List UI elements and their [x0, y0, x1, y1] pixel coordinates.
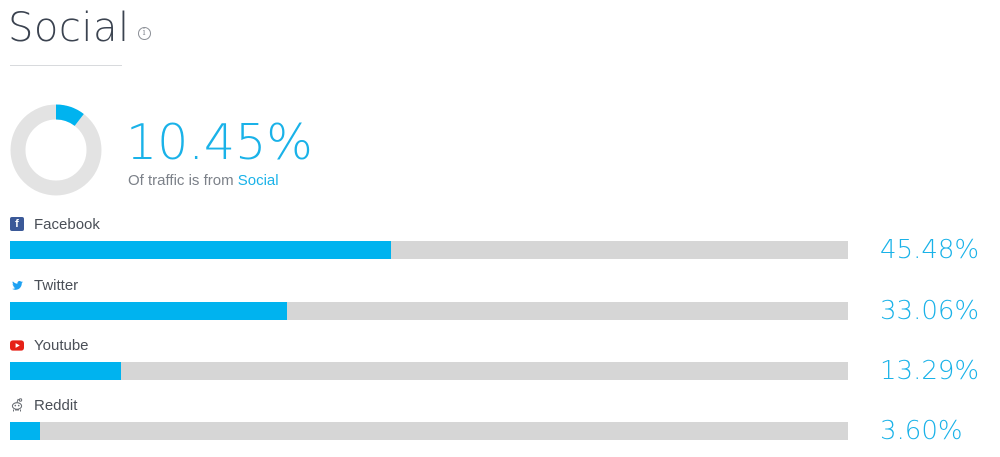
channel-percent: 45.48% — [880, 235, 980, 265]
facebook-icon: f — [10, 217, 24, 231]
channel-bar-track — [10, 241, 848, 259]
channel-name[interactable]: Youtube — [34, 336, 89, 354]
social-share-donut — [10, 104, 102, 196]
twitter-icon — [10, 278, 24, 292]
channel-row-reddit: Reddit 3.60% — [0, 396, 1000, 456]
page-title: Social — [8, 5, 130, 51]
reddit-icon — [10, 398, 24, 412]
social-link[interactable]: Social — [237, 172, 279, 189]
channel-bar-track — [10, 422, 848, 440]
channel-row-facebook: f Facebook 45.48% — [0, 215, 1000, 275]
donut-arc — [10, 104, 102, 196]
channel-label: Youtube — [10, 336, 89, 354]
channel-label: Twitter — [10, 276, 78, 294]
youtube-icon — [10, 338, 24, 352]
donut-track — [10, 104, 102, 196]
social-share-caption: Of traffic is from Social — [128, 172, 279, 189]
channel-bar-track — [10, 362, 848, 380]
channel-percent: 33.06% — [880, 296, 980, 326]
channel-label: Reddit — [10, 396, 77, 414]
channel-name[interactable]: Facebook — [34, 215, 100, 233]
channel-percent: 13.29% — [880, 356, 980, 386]
channel-bar-fill — [10, 362, 122, 380]
channel-bar-fill — [10, 422, 41, 440]
title-row: Social i — [8, 2, 151, 54]
channel-row-twitter: Twitter 33.06% — [0, 276, 1000, 336]
channel-label: f Facebook — [10, 215, 100, 233]
social-share-percent: 10.45% — [126, 114, 313, 171]
channel-name[interactable]: Reddit — [34, 396, 78, 414]
channel-row-youtube: Youtube 13.29% — [0, 336, 1000, 396]
channel-bar-fill — [10, 302, 288, 320]
channel-name[interactable]: Twitter — [34, 276, 79, 294]
channel-bar-fill — [10, 241, 392, 259]
info-icon[interactable]: i — [137, 27, 151, 40]
caption-text: Of traffic is from — [128, 172, 234, 189]
channel-percent: 3.60% — [880, 416, 963, 446]
title-divider — [10, 65, 122, 66]
channel-bar-track — [10, 302, 848, 320]
